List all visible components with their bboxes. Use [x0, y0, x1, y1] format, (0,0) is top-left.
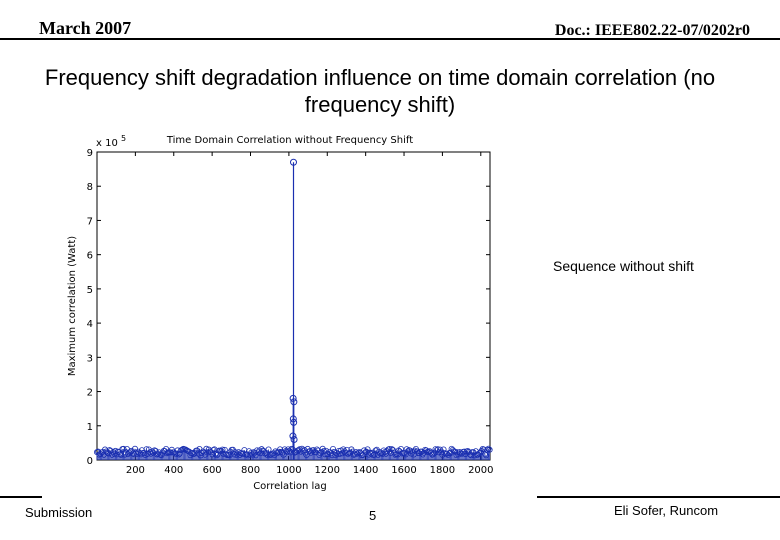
footer-page-number: 5	[369, 508, 377, 523]
x-tick-label-3: 800	[241, 465, 260, 476]
y-tick-label-5: 5	[87, 285, 93, 296]
data-point	[219, 446, 226, 453]
footer-rule-right	[537, 496, 780, 498]
data-point	[143, 446, 150, 453]
chart-title: Time Domain Correlation without Frequenc…	[166, 135, 413, 146]
y-tick-label-9: 9	[87, 148, 93, 159]
header-rule	[0, 38, 780, 40]
x-axis-label: Correlation lag	[253, 481, 327, 492]
data-point	[486, 446, 493, 453]
data-point	[441, 450, 448, 457]
y-tick-label-1: 1	[87, 422, 93, 433]
y-exponent-base: x 10	[96, 138, 118, 149]
y-tick-label-7: 7	[87, 216, 93, 227]
x-tick-label-4: 1000	[276, 465, 301, 476]
data-point	[434, 446, 441, 453]
y-tick-label-4: 4	[87, 319, 93, 330]
data-point	[386, 446, 393, 453]
data-point	[313, 446, 320, 453]
data-point	[485, 445, 492, 452]
y-tick-label-0: 0	[87, 456, 93, 467]
data-point	[106, 447, 113, 454]
footer-rule-left	[0, 496, 42, 498]
data-point	[222, 451, 229, 458]
peak-point	[290, 158, 297, 166]
data-point	[372, 447, 379, 454]
data-point	[353, 449, 360, 456]
slide-title: Frequency shift degradation influence on…	[44, 65, 716, 117]
data-point	[221, 446, 228, 453]
data-point	[437, 446, 444, 453]
x-tick-label-2: 600	[203, 465, 222, 476]
y-tick-label-2: 2	[87, 388, 93, 399]
y-tick-label-6: 6	[87, 251, 93, 262]
footer-author: Eli Sofer, Runcom	[614, 503, 719, 518]
y-axis-label: Maximum correlation (Watt)	[67, 236, 78, 376]
header-date: March 2007	[39, 18, 132, 38]
data-point	[220, 450, 227, 457]
x-tick-label-5: 1200	[315, 465, 340, 476]
x-tick-label-9: 2000	[468, 465, 493, 476]
y-exponent-power: 5	[121, 134, 126, 143]
annotation-label: Sequence without shift	[553, 258, 694, 274]
x-tick-label-0: 200	[126, 465, 145, 476]
y-exponent-label: x 10 5	[96, 134, 126, 149]
x-tick-label-7: 1600	[391, 465, 416, 476]
data-point	[131, 445, 138, 452]
data-point	[330, 445, 337, 452]
header-doc-id: Doc.: IEEE802.22-07/0202r0	[554, 22, 750, 39]
x-tick-label-6: 1400	[353, 465, 378, 476]
footer-submission: Submission	[25, 505, 93, 520]
x-tick-label-1: 400	[164, 465, 183, 476]
x-tick-label-8: 1800	[430, 465, 455, 476]
y-tick-label-3: 3	[87, 353, 93, 364]
y-tick-label-8: 8	[87, 182, 93, 193]
